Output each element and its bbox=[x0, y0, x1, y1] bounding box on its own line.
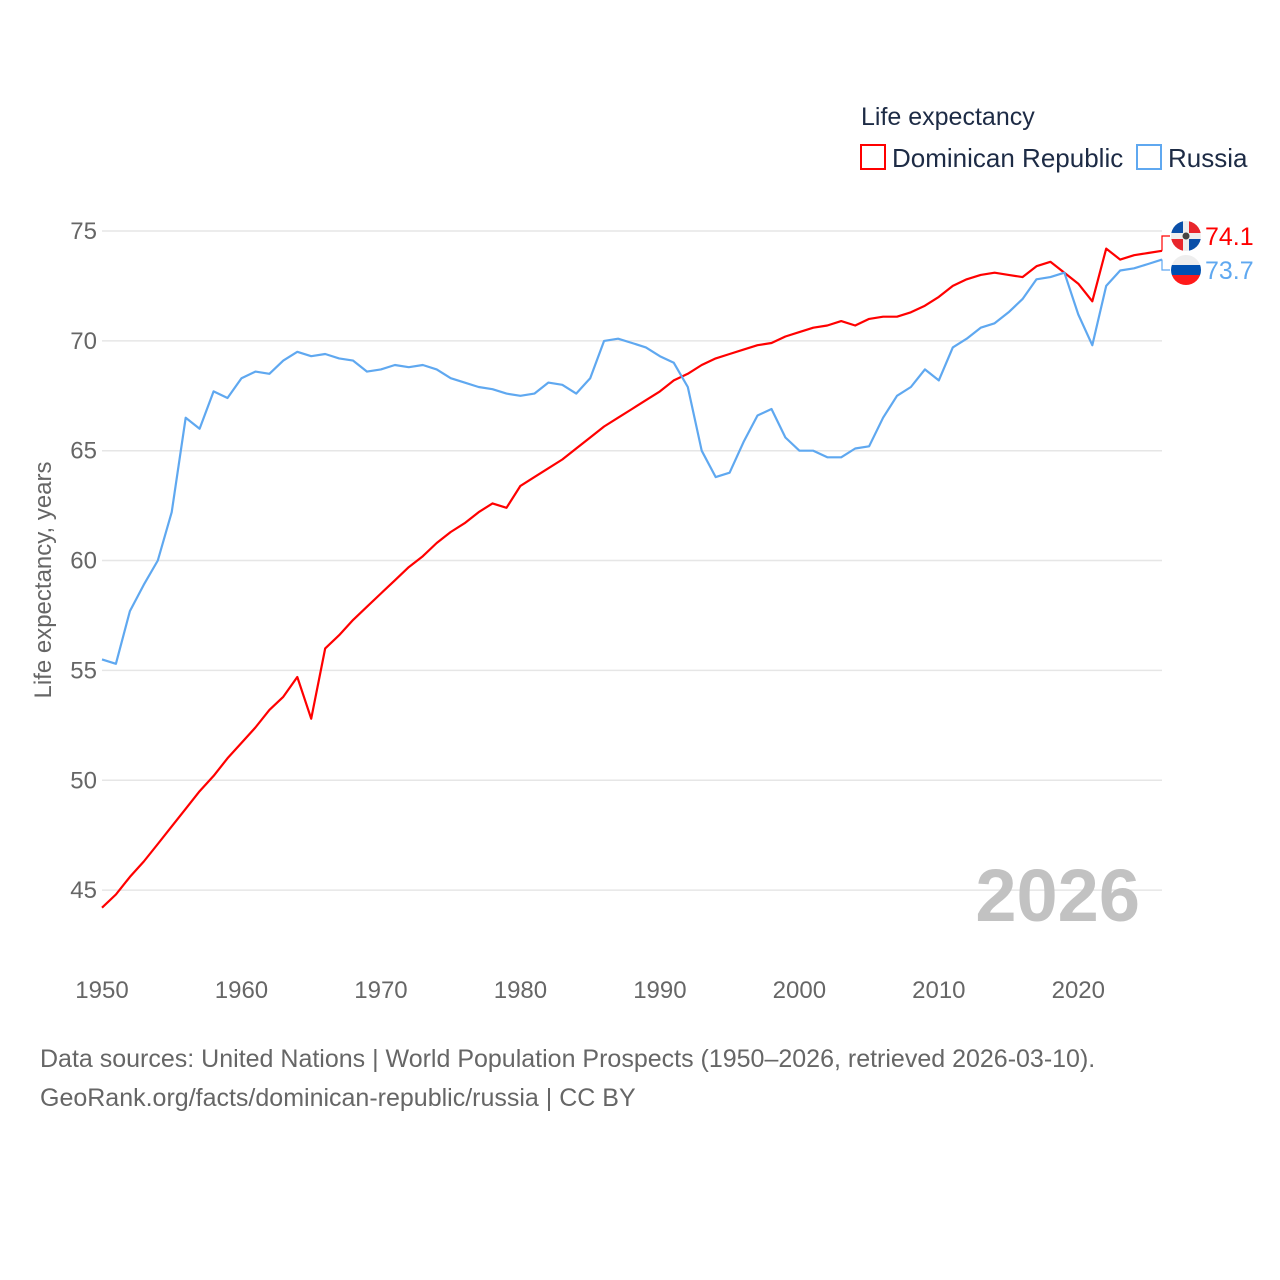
legend-swatch bbox=[1136, 144, 1162, 170]
flag-russia-icon bbox=[1171, 255, 1201, 285]
flag-stripe bbox=[1171, 275, 1201, 285]
y-axis-ticks: 45 50 55 60 65 70 75 bbox=[70, 218, 97, 904]
current-year-watermark: 2026 bbox=[975, 854, 1140, 937]
flag-stripe bbox=[1171, 255, 1201, 265]
grid-lines bbox=[102, 230, 1162, 891]
x-tick-label: 2010 bbox=[912, 977, 965, 1004]
y-tick-label: 65 bbox=[70, 438, 97, 465]
flag-quarter bbox=[1171, 239, 1183, 251]
flag-quarter bbox=[1171, 221, 1183, 233]
y-tick-label: 75 bbox=[70, 218, 97, 245]
x-tick-label: 1980 bbox=[494, 977, 547, 1004]
x-tick-label: 2000 bbox=[773, 977, 826, 1004]
y-tick-label: 50 bbox=[70, 767, 97, 794]
flag-body bbox=[1171, 255, 1201, 285]
y-tick-label: 70 bbox=[70, 328, 97, 355]
y-tick-label: 60 bbox=[70, 548, 97, 575]
x-tick-label: 1950 bbox=[75, 977, 128, 1004]
legend-label: Dominican Republic bbox=[892, 143, 1123, 173]
x-tick-label: 1990 bbox=[633, 977, 686, 1004]
series-lines bbox=[101, 247, 1163, 909]
footer-link[interactable]: GeoRank.org/facts/dominican-republic/rus… bbox=[40, 1084, 636, 1112]
flag-quarter bbox=[1189, 239, 1201, 251]
end-value-label: 74.1 bbox=[1205, 223, 1254, 251]
legend: Life expectancy Dominican Republic Russi… bbox=[860, 103, 1248, 173]
legend-swatch bbox=[860, 144, 886, 170]
flag-emblem bbox=[1182, 232, 1190, 240]
label-connector bbox=[1161, 259, 1170, 271]
x-tick-label: 1970 bbox=[354, 977, 407, 1004]
series-line-russia bbox=[101, 258, 1163, 665]
y-axis-label: Life expectancy, years bbox=[30, 461, 57, 698]
label-connector bbox=[1161, 235, 1170, 251]
y-tick-label: 55 bbox=[70, 657, 97, 684]
series-line-dominican-republic bbox=[101, 247, 1163, 909]
flag-stripe bbox=[1171, 265, 1201, 275]
end-value-label: 73.7 bbox=[1205, 257, 1254, 285]
legend-item-russia[interactable]: Russia bbox=[1136, 143, 1248, 173]
x-tick-label: 2020 bbox=[1052, 977, 1105, 1004]
legend-title: Life expectancy bbox=[861, 103, 1035, 131]
flag-quarter bbox=[1189, 221, 1201, 233]
footer-sources: Data sources: United Nations | World Pop… bbox=[40, 1045, 1096, 1073]
end-labels: 74.1 73.7 bbox=[1161, 221, 1254, 285]
flag-dominican-republic-icon bbox=[1171, 221, 1201, 251]
y-tick-label: 45 bbox=[70, 877, 97, 904]
legend-label: Russia bbox=[1168, 143, 1248, 173]
legend-item-dominican-republic[interactable]: Dominican Republic bbox=[860, 143, 1123, 173]
x-axis-ticks: 1950 1960 1970 1980 1990 2000 2010 2020 bbox=[75, 977, 1105, 1004]
flag-body bbox=[1171, 221, 1201, 251]
x-tick-label: 1960 bbox=[215, 977, 268, 1004]
